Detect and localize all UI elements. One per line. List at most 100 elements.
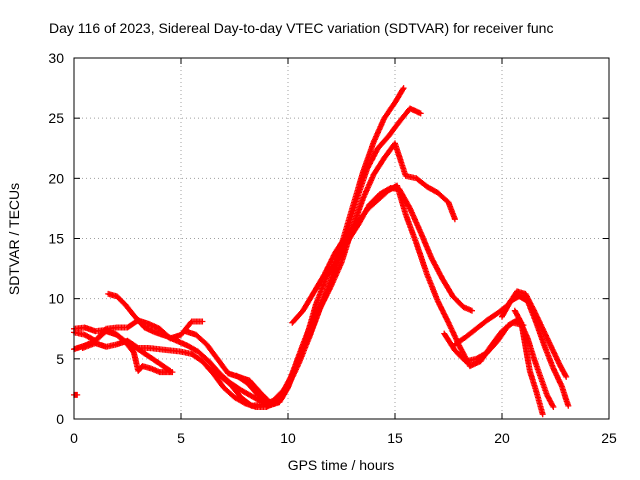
data-point [464,360,467,363]
y-tick-label: 20 [48,170,64,186]
data-point [546,394,548,396]
marker-path [79,85,407,410]
data-point [552,367,555,370]
data-point [462,306,465,308]
data-point [404,175,407,177]
data-point [126,339,129,342]
data-point [520,321,523,324]
data-point [208,367,210,370]
data-point [509,300,512,302]
data-point [312,291,315,294]
data-point [541,327,544,330]
data-point [454,218,456,221]
data-point [529,370,531,372]
data-point [137,347,139,349]
data-point [158,362,161,365]
x-axis-label: GPS time / hours [288,457,395,473]
data-point [133,314,135,317]
data-point [526,337,529,340]
data-point [250,395,253,397]
data-point [366,208,368,211]
data-point [535,390,538,393]
data-point [486,352,488,354]
data-point [565,376,567,378]
data-point [116,333,118,336]
data-point [246,382,249,384]
data-point [387,135,390,138]
data-point [419,112,422,115]
data-point [558,364,561,366]
data-point [464,336,467,338]
data-point [124,303,127,306]
data-point [250,404,253,407]
data-point [475,358,478,360]
data-point [105,330,107,332]
data-point [471,309,473,312]
data-point [396,184,398,187]
data-point [441,277,443,280]
data-point [190,320,193,323]
data-point [180,350,182,353]
data-point [377,147,379,150]
data-point [355,223,358,225]
data-point [402,87,405,89]
data-point [362,197,364,200]
data-point [398,120,401,123]
data-point [336,259,339,261]
data-point [169,370,172,372]
data-point [550,346,553,348]
data-point [223,386,225,389]
data-point [565,398,567,401]
marker-path [71,391,81,398]
data-point [383,157,386,159]
data-point [291,321,294,324]
series-sat-e [79,85,407,410]
data-point [240,396,242,399]
data-point [76,394,79,396]
data-point [340,261,343,264]
data-point [148,347,150,349]
data-point [81,347,84,349]
data-point [278,401,281,403]
data-point [355,199,358,201]
data-point [171,371,174,373]
x-tick-label: 10 [280,430,296,446]
y-tick-label: 15 [48,231,64,247]
x-tick-label: 5 [177,430,185,446]
data-point [105,346,107,348]
data-point [475,327,478,330]
x-tick-label: 25 [601,430,617,446]
data-point [344,235,347,237]
data-point [201,360,204,363]
data-point [302,309,304,312]
data-point [541,413,544,415]
data-point [419,231,422,234]
data-point [83,333,86,336]
marker-path [289,182,527,370]
data-point [524,346,527,348]
data-point [409,207,411,210]
data-point [158,371,161,373]
data-point [426,273,428,276]
data-point [216,358,219,360]
data-point [539,376,542,378]
data-point [107,293,110,295]
data-point [133,352,135,354]
data-point [518,295,520,298]
data-point [561,385,563,388]
data-point [514,309,516,312]
data-point [229,383,232,385]
x-tick-label: 0 [70,430,78,446]
data-point [533,358,535,360]
data-point [240,389,242,391]
data-point [366,167,368,170]
data-point [469,365,471,367]
data-point [458,344,461,347]
data-point [293,370,296,372]
y-tick-label: 0 [56,411,64,427]
data-point [137,370,139,372]
data-point [443,332,446,335]
data-point [154,331,157,334]
data-point [377,199,379,201]
